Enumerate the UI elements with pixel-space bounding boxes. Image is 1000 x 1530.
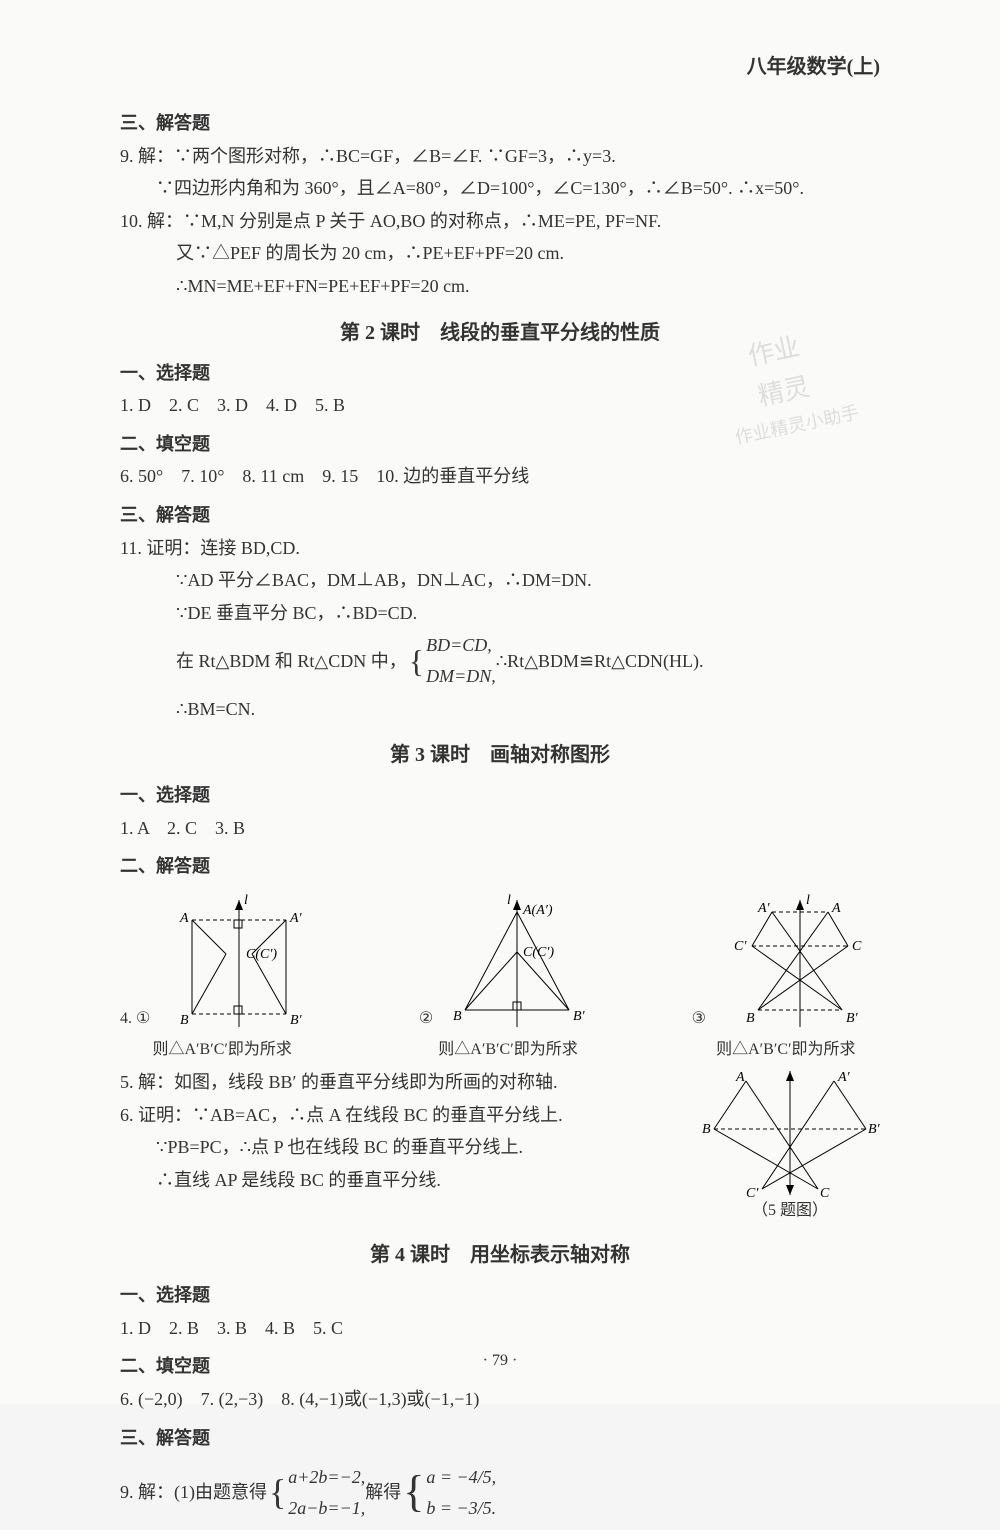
lesson2-title: 第 2 课时 线段的垂直平分线的性质 [120, 316, 880, 350]
q4-label3: ③ [692, 1005, 706, 1032]
l2-sec2-a: 6. 50° 7. 10° 8. 11 cm 9. 15 10. 边的垂直平分线 [120, 461, 880, 492]
l4-q9-r2: b = −3/5. [426, 1493, 496, 1524]
svg-text:A: A [831, 901, 841, 916]
page: 八年级数学(上) 三、解答题 9. 解：∵两个图形对称，∴BC=GF，∠B=∠F… [0, 0, 1000, 1404]
svg-text:A′: A′ [289, 911, 303, 926]
svg-text:C: C [852, 939, 862, 954]
header-grade: 八年级数学(上) [747, 50, 880, 84]
l4-sec3-h: 三、解答题 [120, 1423, 880, 1454]
figure-2: l A(A′) C(C′) B B′ [437, 892, 597, 1032]
fig-block-3: ③ l A A [692, 892, 880, 1063]
q11-l4: 在 Rt△BDM 和 Rt△CDN 中， { BD=CD, DM=DN, ∴Rt… [120, 630, 880, 691]
q11-l4b: BD=CD, [426, 630, 496, 661]
q9-l1: 9. 解：∵两个图形对称，∴BC=GF，∠B=∠F. ∵GF=3，∴y=3. [120, 141, 880, 172]
q11-l1: 11. 证明：连接 BD,CD. [120, 533, 880, 564]
q11-l5: ∴BM=CN. [120, 694, 880, 725]
q10-l3: ∴MN=ME+EF+FN=PE+EF+PF=20 cm. [120, 271, 880, 302]
svg-text:A′: A′ [837, 1070, 851, 1085]
fig3-caption: 则△A′B′C′即为所求 [692, 1036, 880, 1063]
fig1-caption: 则△A′B′C′即为所求 [120, 1036, 324, 1063]
fig-block-2: ② l A(A′) C(C′) B B′ [419, 892, 597, 1063]
l3-sec2-h: 二、解答题 [120, 851, 880, 882]
svg-text:A(A′): A(A′) [522, 903, 553, 918]
q9-l2: ∵四边形内角和为 360°，且∠A=80°，∠D=100°，∠C=130°，∴∠… [120, 173, 880, 204]
q11-l4c: DM=DN, [426, 661, 496, 692]
svg-text:B: B [180, 1013, 189, 1028]
svg-text:B′: B′ [573, 1009, 586, 1024]
brace-icon-2: { [269, 1462, 286, 1523]
svg-text:A: A [735, 1070, 745, 1085]
fig1-l-label: l [244, 893, 248, 908]
l2-sec1-h: 一、选择题 [120, 358, 880, 389]
svg-text:l: l [806, 893, 810, 908]
figure-1: l A [154, 892, 324, 1032]
lesson3-title: 第 3 课时 画轴对称图形 [120, 738, 880, 772]
svg-text:B′: B′ [290, 1013, 303, 1028]
fig2-caption: 则△A′B′C′即为所求 [419, 1036, 597, 1063]
svg-text:B: B [746, 1011, 755, 1026]
svg-text:B′: B′ [868, 1122, 880, 1137]
q4-label2: ② [419, 1005, 433, 1032]
q10-l1: 10. 解：∵M,N 分别是点 P 关于 AO,BO 的对称点，∴ME=PE, … [120, 206, 880, 237]
svg-text:C: C [820, 1186, 830, 1197]
l4-q9-mid: 解得 [365, 1477, 401, 1508]
l2-sec1-a: 1. D 2. C 3. D 4. D 5. B [120, 390, 880, 421]
q11-l3: ∵DE 垂直平分 BC，∴BD=CD. [120, 598, 880, 629]
l2-sec2-h: 二、填空题 [120, 429, 880, 460]
svg-text:C′: C′ [746, 1186, 759, 1197]
l4-q9-eq1: a+2b=−2, [288, 1462, 365, 1493]
figures-row: 4. ① l [120, 892, 880, 1063]
svg-text:l: l [507, 893, 511, 908]
l4-q9-eq2: 2a−b=−1, [288, 1493, 365, 1524]
svg-text:C(C′): C(C′) [246, 947, 277, 962]
l4-q9-r1: a = −4/5, [426, 1462, 496, 1493]
l2-sec3b-h: 三、解答题 [120, 500, 880, 531]
l4-sec1-h: 一、选择题 [120, 1280, 880, 1311]
svg-text:C′: C′ [734, 939, 747, 954]
brace-icon-3: { [403, 1455, 424, 1530]
fig5-caption: （5 题图） [700, 1197, 880, 1224]
figure-3: l A A′ C [710, 892, 880, 1032]
l4-sec1-a: 1. D 2. B 3. B 4. B 5. C [120, 1313, 880, 1344]
sec3-heading: 三、解答题 [120, 108, 880, 139]
lesson4-title: 第 4 课时 用坐标表示轴对称 [120, 1238, 880, 1272]
figure-5: A A′ B B′ C C′ [700, 1067, 880, 1197]
brace-icon: { [409, 634, 424, 688]
q10-l2: 又∵△PEF 的周长为 20 cm，∴PE+EF+PF=20 cm. [120, 238, 880, 269]
fig5-block: A A′ B B′ C C′ （5 题图） [700, 1067, 880, 1224]
svg-text:B: B [453, 1009, 462, 1024]
svg-text:A′: A′ [757, 901, 771, 916]
svg-text:A: A [179, 911, 189, 926]
q11-l4d: ∴Rt△BDM≌Rt△CDN(HL). [496, 646, 704, 677]
page-number: · 79 · [0, 1347, 1000, 1374]
l4-sec2-a: 6. (−2,0) 7. (2,−3) 8. (4,−1)或(−1,3)或(−1… [120, 1384, 880, 1415]
q4-prefix: 4. ① [120, 1005, 150, 1032]
l3-sec1-h: 一、选择题 [120, 780, 880, 811]
l4-q9-prefix: 9. 解：(1)由题意得 [120, 1477, 267, 1508]
svg-text:B: B [702, 1122, 711, 1137]
q11-l4a: 在 Rt△BDM 和 Rt△CDN 中， [176, 646, 407, 677]
svg-text:B′: B′ [846, 1011, 859, 1026]
fig-block-1: 4. ① l [120, 892, 324, 1063]
l3-sec1-a: 1. A 2. C 3. B [120, 813, 880, 844]
l4-q9: 9. 解：(1)由题意得 { a+2b=−2, 2a−b=−1, 解得 { a … [120, 1455, 880, 1530]
q11-l2: ∵AD 平分∠BAC，DM⊥AB，DN⊥AC，∴DM=DN. [120, 565, 880, 596]
